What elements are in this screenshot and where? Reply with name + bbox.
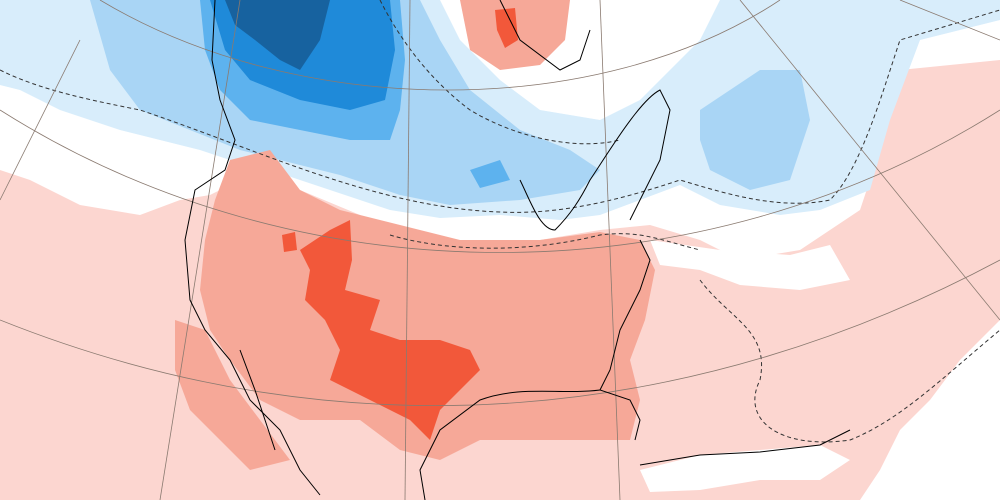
neutral-zone-east — [650, 240, 850, 290]
cold-strongest-region — [225, 0, 330, 70]
zero-contours — [0, 0, 1000, 443]
coastlines — [184, 0, 851, 500]
cold-medium-region-east — [700, 70, 810, 190]
cold-strong-region-lakes — [470, 160, 510, 188]
warm-strong-region-core — [300, 220, 480, 440]
neutral-zone-southeast — [860, 320, 1000, 500]
neutral-zone-caribbean — [640, 445, 850, 492]
warm-medium-region-west — [175, 320, 290, 470]
warm-strong-region-north — [495, 8, 518, 48]
warm-medium-region-us — [200, 150, 655, 460]
warm-strong-region-small — [282, 232, 297, 252]
